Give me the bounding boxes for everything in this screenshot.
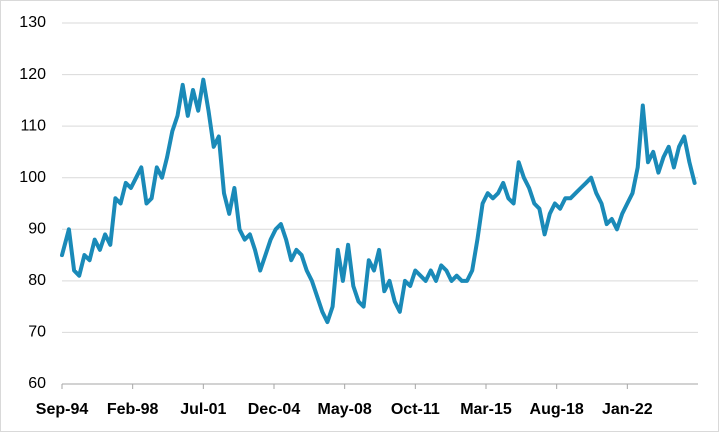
x-tick-label: Feb-98 — [107, 401, 159, 418]
x-tick-label: May-08 — [318, 401, 372, 418]
y-tick-label: 100 — [19, 169, 46, 186]
y-tick-label: 130 — [19, 14, 46, 31]
x-tick-label: Jul-01 — [180, 401, 226, 418]
series-group — [60, 77, 697, 325]
gridlines — [62, 22, 698, 333]
y-tick-label: 80 — [28, 272, 46, 289]
x-tick-label: Mar-15 — [460, 401, 512, 418]
x-tick-label: Dec-04 — [248, 401, 301, 418]
x-tick-label: Sep-94 — [36, 401, 89, 418]
y-tick-label: 60 — [28, 375, 46, 392]
y-axis-ticks: 60 70 80 90 100 110 120 130 — [19, 14, 46, 392]
x-tick-label: Jan-22 — [602, 401, 653, 418]
y-tick-label: 70 — [28, 324, 46, 341]
y-tick-label: 110 — [20, 117, 46, 134]
x-axis — [61, 383, 698, 389]
series-line — [60, 77, 697, 325]
y-tick-label: 120 — [19, 66, 46, 83]
x-tick-label: Aug-18 — [530, 401, 584, 418]
x-tick-label: Oct-11 — [391, 401, 440, 418]
x-axis-ticks: Sep-94 Feb-98 Jul-01 Dec-04 May-08 Oct-11 Mar-… — [36, 401, 653, 418]
y-tick-label: 90 — [28, 221, 46, 238]
